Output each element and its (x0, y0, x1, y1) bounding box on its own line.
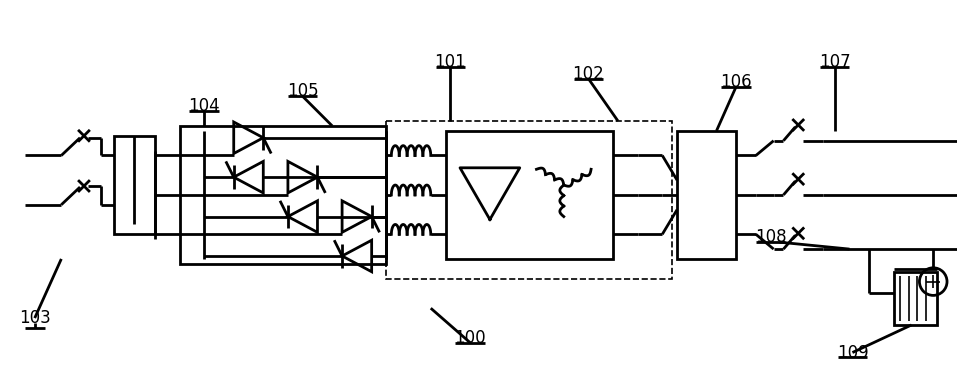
Text: 100: 100 (454, 329, 486, 347)
Text: 102: 102 (573, 65, 604, 83)
Text: 101: 101 (435, 53, 467, 71)
Bar (677, 131, 736, 259)
Bar (387, 121, 672, 279)
Text: 103: 103 (19, 309, 50, 327)
Text: 107: 107 (818, 53, 850, 71)
Bar (445, 131, 613, 259)
Text: 108: 108 (755, 228, 787, 246)
Bar (894, 272, 937, 325)
Bar (114, 136, 155, 234)
Text: 104: 104 (188, 97, 220, 115)
Text: 106: 106 (720, 73, 752, 91)
Text: 105: 105 (287, 82, 318, 100)
Bar (179, 126, 387, 264)
Text: 109: 109 (837, 344, 869, 362)
